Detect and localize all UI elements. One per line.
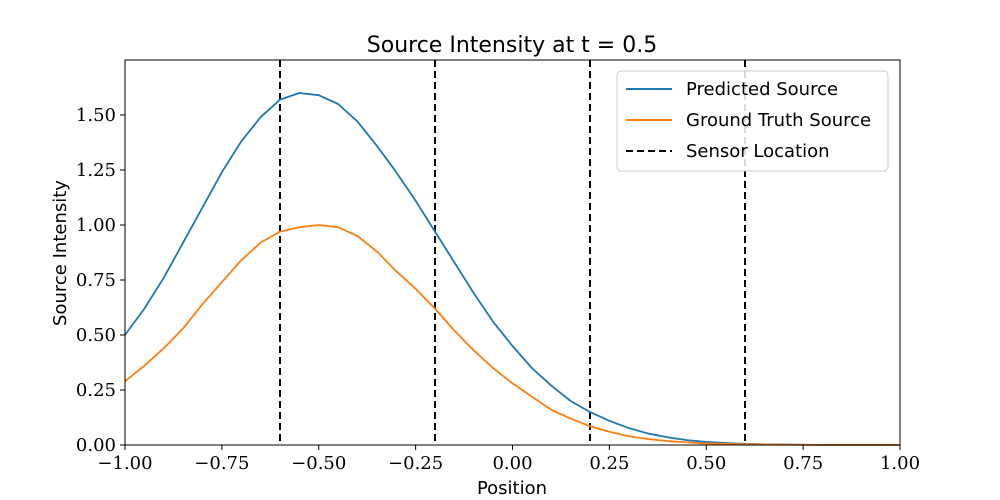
x-axis-label: Position bbox=[477, 478, 547, 499]
x-tick-label-5: 0.25 bbox=[589, 453, 629, 474]
series-line-1 bbox=[124, 224, 900, 446]
legend-label-1: Ground Truth Source bbox=[686, 110, 871, 131]
y-tick-label-1: 0.25 bbox=[76, 380, 116, 401]
x-tick-label-6: 0.50 bbox=[686, 453, 726, 474]
x-tick-label-4: 0.00 bbox=[492, 453, 532, 474]
x-tick-label-2: −0.50 bbox=[291, 453, 346, 474]
legend-label-2: Sensor Location bbox=[686, 141, 830, 162]
x-tick-label-1: −0.75 bbox=[194, 453, 249, 474]
y-axis-label: Source Intensity bbox=[50, 180, 71, 326]
legend: Predicted Source Ground Truth Source Senso… bbox=[616, 70, 889, 172]
x-tick-label-0: −1.00 bbox=[97, 453, 152, 474]
y-tick-label-4: 1.00 bbox=[76, 215, 116, 236]
y-tick-label-3: 0.75 bbox=[76, 270, 116, 291]
legend-box bbox=[616, 70, 889, 172]
y-tick-label-5: 1.25 bbox=[76, 160, 116, 181]
x-tick-label-8: 1.00 bbox=[880, 453, 920, 474]
legend-label-0: Predicted Source bbox=[686, 79, 838, 100]
x-tick-label-3: −0.25 bbox=[388, 453, 443, 474]
y-tick-label-6: 1.50 bbox=[76, 105, 116, 126]
y-tick-label-2: 0.50 bbox=[76, 325, 116, 346]
y-tick-label-0: 0.00 bbox=[76, 435, 116, 456]
x-tick-label-7: 0.75 bbox=[783, 453, 823, 474]
axes: −1.00 −0.75 −0.50 −0.25 0.00 0.25 0.50 0.75 1.00… bbox=[76, 59, 920, 474]
chart-title: Source Intensity at t = 0.5 bbox=[367, 33, 657, 58]
